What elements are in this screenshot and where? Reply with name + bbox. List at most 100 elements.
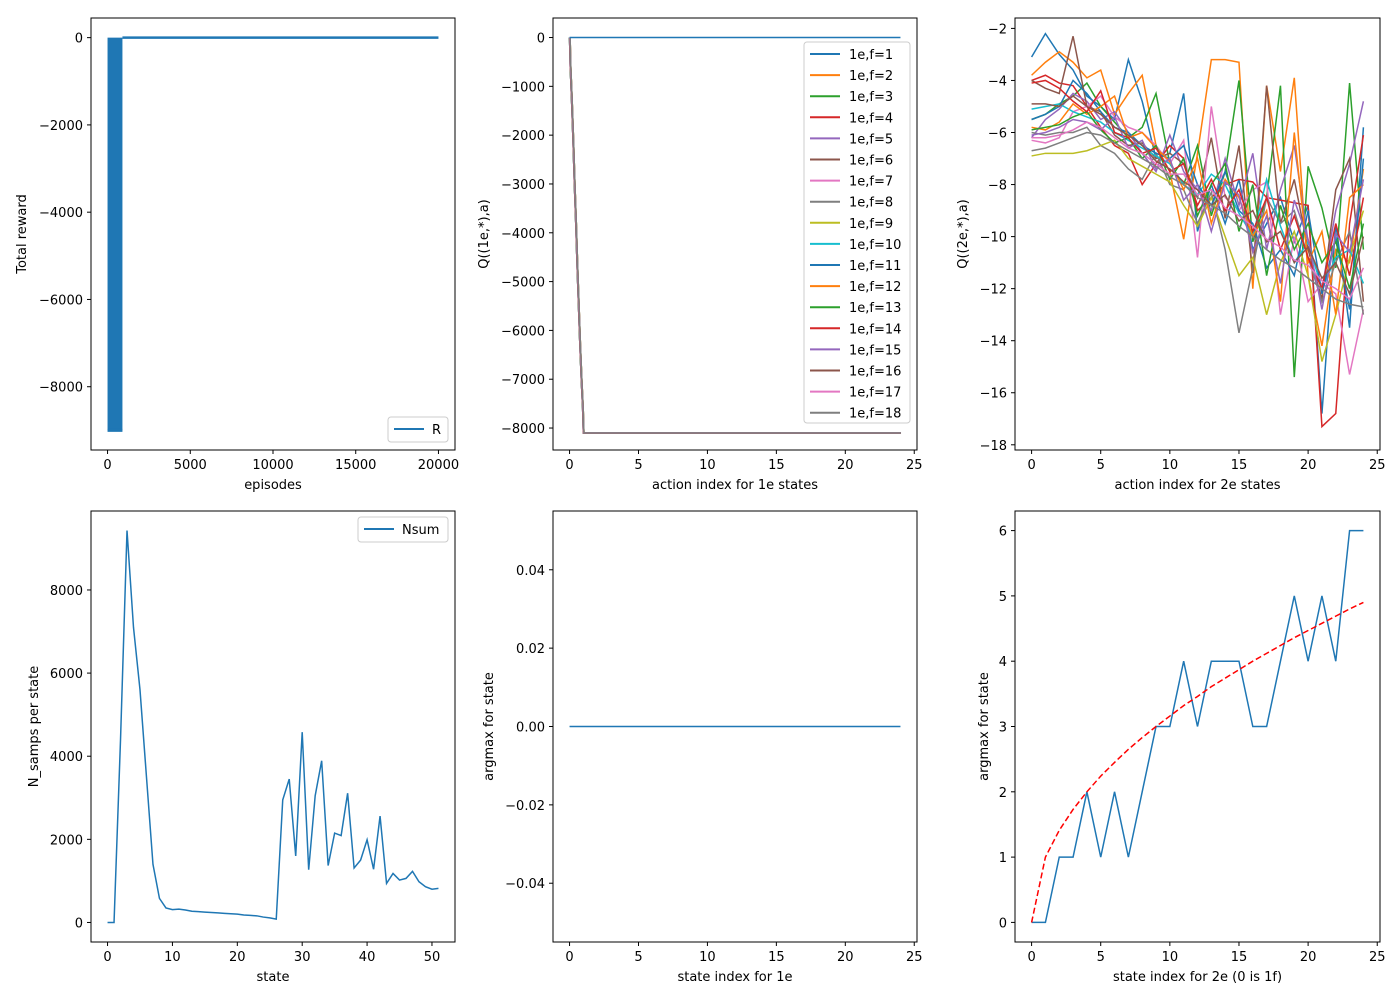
legend: 1e,f=1 1e,f=2 1e,f=3 1e,f=4 1e,f=5 1e,f=6 1e,f… xyxy=(803,41,911,424)
y-tick-label: 0 xyxy=(75,916,83,931)
y-tick-label: −8000 xyxy=(39,381,83,396)
series-16-line xyxy=(1031,95,1365,297)
legend-label: 1e,f=7 xyxy=(849,175,893,190)
y-tick-label: −2000 xyxy=(39,119,83,134)
series-2-line xyxy=(1030,601,1364,923)
x-axis-label: state index for 2e (0 is 1f) xyxy=(1113,970,1282,985)
y-tick-label: −18 xyxy=(980,439,1007,454)
plot-area xyxy=(1030,529,1364,924)
y-tick-label: 1 xyxy=(999,851,1007,866)
y-tick-label: −6000 xyxy=(501,324,545,339)
y-tick-label: 3 xyxy=(999,721,1007,736)
x-tick-label: 20 xyxy=(837,458,854,473)
x-tick-label: 15 xyxy=(1231,950,1248,965)
y-axis-label: Total reward xyxy=(15,194,30,275)
subplot-5: 0 5 10 15 20 25 0.04 0.02 0.00 −0.02 −0.04 state in… xyxy=(482,510,923,985)
x-tick-label: 20 xyxy=(1300,950,1317,965)
legend-label: 1e,f=5 xyxy=(849,132,893,147)
legend-label: 1e,f=9 xyxy=(849,217,893,232)
y-axis-label: Q((2e,*),a) xyxy=(956,199,971,269)
x-tick-label: 5 xyxy=(1097,458,1105,473)
legend-label: 1e,f=1 xyxy=(849,48,893,63)
y-tick-label: 8000 xyxy=(50,584,83,599)
x-tick-label: 10 xyxy=(1162,950,1179,965)
legend-label: R xyxy=(432,423,441,438)
y-tick-label: −10 xyxy=(980,231,1007,246)
legend-label: Nsum xyxy=(402,523,439,538)
y-tick-label: −7000 xyxy=(501,373,545,388)
subplot-6: 0 5 10 15 20 25 0 1 2 3 4 5 6 state index for 2e (0 i… xyxy=(977,510,1386,985)
x-tick-label: 15000 xyxy=(335,458,376,473)
x-tick-label: 10 xyxy=(699,950,716,965)
y-tick-label: −3000 xyxy=(501,178,545,193)
y-tick-label: 4000 xyxy=(50,750,83,765)
legend-label: 1e,f=18 xyxy=(849,407,901,422)
x-tick-label: 0 xyxy=(1027,950,1035,965)
axes-frame xyxy=(552,17,918,451)
legend-label: 1e,f=10 xyxy=(849,238,901,253)
x-tick-label: 20 xyxy=(1300,458,1317,473)
x-tick-label: 5 xyxy=(634,950,642,965)
x-tick-label: 15 xyxy=(1231,458,1248,473)
legend-label: 1e,f=3 xyxy=(849,90,893,105)
x-tick-label: 0 xyxy=(565,950,573,965)
x-tick-label: 5000 xyxy=(174,458,207,473)
y-tick-label: −4000 xyxy=(39,206,83,221)
y-tick-label: −8 xyxy=(988,179,1007,194)
y-tick-label: 0 xyxy=(75,32,83,47)
legend-box xyxy=(357,516,449,543)
x-tick-label: 25 xyxy=(906,458,923,473)
y-tick-label: 0 xyxy=(537,32,545,47)
legend-label: 1e,f=16 xyxy=(849,365,901,380)
x-tick-label: 10 xyxy=(164,950,181,965)
legend-label: 1e,f=4 xyxy=(849,111,893,126)
subplot-1: 0 5000 10000 15000 20000 0 −2000 −4000 −6000 −800… xyxy=(15,17,459,493)
y-tick-label: −4 xyxy=(988,74,1007,89)
x-axis-label: action index for 2e states xyxy=(1115,478,1281,493)
x-tick-label: 50 xyxy=(424,950,441,965)
y-tick-label: 0 xyxy=(999,916,1007,931)
series-12-line xyxy=(1031,94,1364,315)
legend: R xyxy=(387,416,449,443)
legend-label: 1e,f=15 xyxy=(849,343,901,358)
x-tick-label: 10000 xyxy=(252,458,293,473)
y-tick-label: −5000 xyxy=(501,276,545,291)
y-tick-label: −1000 xyxy=(501,80,545,95)
plot-area xyxy=(107,36,439,432)
y-tick-label: 6 xyxy=(999,525,1007,540)
y-tick-label: −2 xyxy=(988,22,1007,37)
axes-frame xyxy=(90,17,456,451)
x-tick-label: 25 xyxy=(1369,458,1386,473)
legend-label: 1e,f=13 xyxy=(849,301,901,316)
subplot-3: 0 5 10 15 20 25 −2 −4 −6 −8 −10 −12 −14 −16 −18 action … xyxy=(956,17,1386,493)
y-tick-label: −2000 xyxy=(501,129,545,144)
y-tick-label: −16 xyxy=(980,387,1007,402)
y-tick-label: 6000 xyxy=(50,667,83,682)
legend-label: 1e,f=6 xyxy=(849,154,893,169)
y-axis-label: argmax for state xyxy=(482,672,497,781)
y-tick-label: −6000 xyxy=(39,293,83,308)
y-tick-label: −0.02 xyxy=(505,799,545,814)
plot-area xyxy=(568,36,902,434)
series-1-line xyxy=(107,530,439,924)
x-tick-label: 0 xyxy=(103,458,111,473)
x-tick-label: 25 xyxy=(1369,950,1386,965)
subplot-4: 0 10 20 30 40 50 0 2000 4000 6000 8000 state N_samps… xyxy=(27,510,456,985)
x-tick-label: 30 xyxy=(294,950,311,965)
x-tick-label: 25 xyxy=(906,950,923,965)
x-tick-label: 10 xyxy=(699,458,716,473)
y-tick-label: −6 xyxy=(988,127,1007,142)
y-tick-label: −4000 xyxy=(501,227,545,242)
x-axis-label: episodes xyxy=(244,478,302,493)
x-tick-label: 40 xyxy=(359,950,376,965)
x-tick-label: 20 xyxy=(229,950,246,965)
legend-label: 1e,f=14 xyxy=(849,322,901,337)
y-tick-label: −14 xyxy=(980,335,1007,350)
y-tick-label: 0.00 xyxy=(516,721,545,736)
subplot-2: 0 5 10 15 20 25 0 −1000 −2000 −3000 −4000 −5000 −600… xyxy=(477,17,923,493)
x-tick-label: 0 xyxy=(565,458,573,473)
y-tick-label: 4 xyxy=(999,655,1007,670)
legend-label: 1e,f=8 xyxy=(849,196,893,211)
y-tick-label: −0.04 xyxy=(505,877,545,892)
